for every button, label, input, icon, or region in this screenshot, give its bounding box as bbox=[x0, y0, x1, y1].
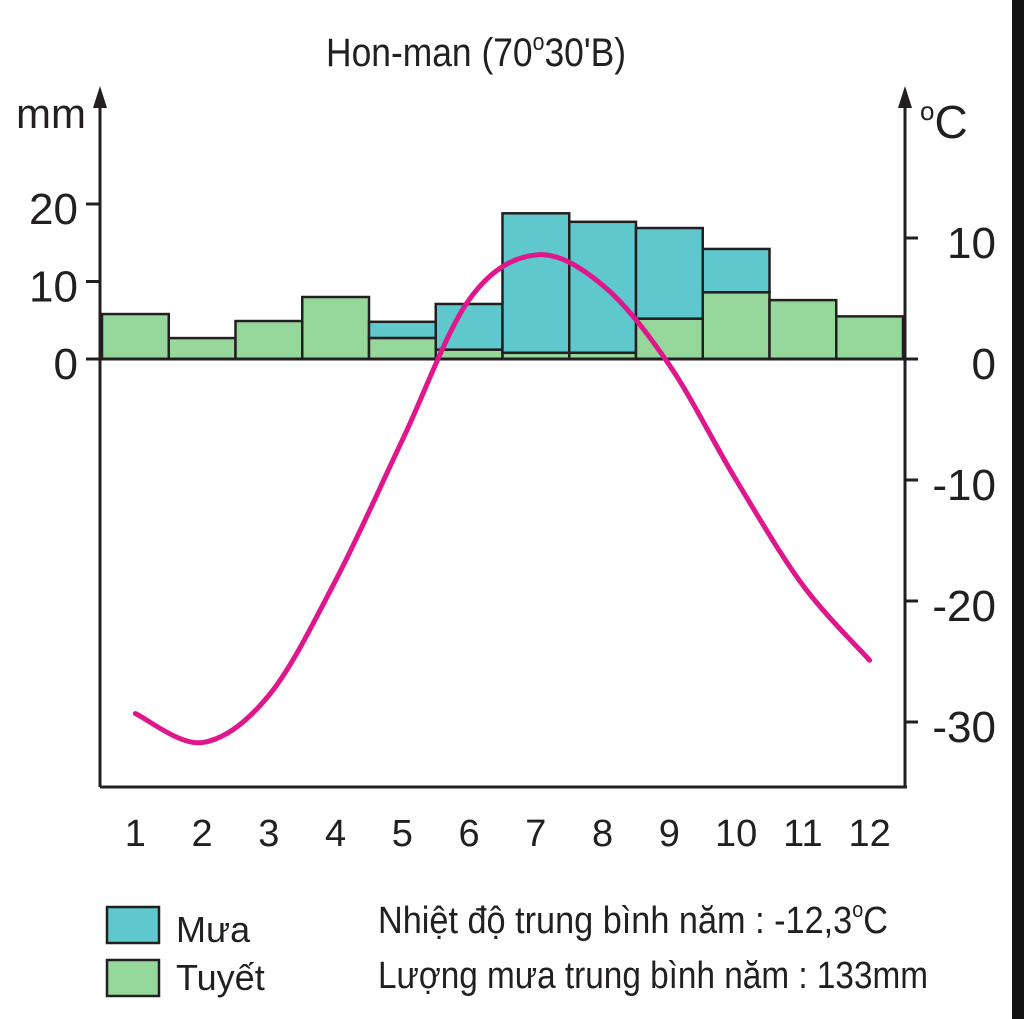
bar-rain-month-10 bbox=[701, 247, 771, 294]
bar-snow-month-10 bbox=[701, 291, 771, 361]
legend-swatch-snow bbox=[105, 958, 161, 998]
annual-temp-unit: C bbox=[863, 900, 888, 942]
left-tick-label: 0 bbox=[54, 340, 78, 389]
left-tick-label: 10 bbox=[29, 263, 78, 312]
right-tick-label: 10 bbox=[947, 219, 996, 268]
bar-snow-month-5 bbox=[367, 336, 437, 361]
bar-snow-month-3 bbox=[234, 319, 304, 361]
bar-snow-month-2 bbox=[167, 336, 237, 361]
x-tick-label: 10 bbox=[715, 813, 757, 855]
x-tick-label: 8 bbox=[592, 813, 613, 855]
annual-temp-text: Nhiệt độ trung bình năm : -12,3oC bbox=[378, 897, 888, 942]
bar-rain-month-5 bbox=[367, 320, 437, 340]
legend: Mưa Tuyết bbox=[105, 905, 265, 998]
axes bbox=[86, 86, 918, 789]
x-tick-label: 2 bbox=[192, 813, 213, 855]
x-tick-label: 3 bbox=[258, 813, 279, 855]
left-tick-label: 20 bbox=[29, 185, 78, 234]
left-axis-arrow-icon bbox=[93, 86, 107, 108]
x-tick-label: 7 bbox=[525, 813, 546, 855]
right-axis-arrow-icon bbox=[898, 86, 912, 108]
bar-snow-month-9 bbox=[634, 317, 704, 361]
bar-snow-month-12 bbox=[835, 315, 905, 361]
x-tick-label: 4 bbox=[325, 813, 346, 855]
bar-snow-month-4 bbox=[301, 295, 371, 361]
right-axis-label-sup: o bbox=[920, 96, 934, 126]
annual-temp-sup: o bbox=[852, 897, 863, 922]
right-tick-label: -30 bbox=[932, 703, 996, 752]
bar-group bbox=[100, 212, 905, 361]
x-tick-label: 11 bbox=[783, 813, 822, 855]
right-tick-label: -10 bbox=[932, 461, 996, 510]
bar-rain-month-9 bbox=[634, 226, 704, 320]
bar-rain-month-7 bbox=[501, 212, 571, 355]
annual-temp-value: Nhiệt độ trung bình năm : -12,3 bbox=[378, 900, 852, 942]
left-axis-label: mm bbox=[16, 90, 86, 137]
right-edge-border bbox=[1012, 0, 1024, 1019]
legend-label-snow: Tuyết bbox=[176, 957, 265, 998]
bar-snow-month-11 bbox=[768, 298, 838, 361]
right-tick-label: -20 bbox=[932, 582, 996, 631]
right-axis-label: oC bbox=[920, 96, 968, 148]
chart-title-sup: o bbox=[533, 29, 545, 56]
annual-rain-text: Lượng mưa trung bình năm : 133mm bbox=[378, 955, 928, 997]
chart-title-rest: 30'B) bbox=[544, 31, 626, 75]
legend-label-rain: Mưa bbox=[176, 909, 251, 950]
x-tick-label: 9 bbox=[659, 813, 680, 855]
x-tick-label: 5 bbox=[392, 813, 413, 855]
x-tick-label: 12 bbox=[848, 813, 890, 855]
right-tick-label: 0 bbox=[972, 340, 996, 389]
legend-swatch-rain bbox=[105, 905, 161, 945]
x-tick-label: 6 bbox=[459, 813, 480, 855]
x-tick-label: 1 bbox=[125, 813, 146, 855]
chart-title-name: Hon-man (70 bbox=[326, 31, 533, 75]
right-axis-label-unit: C bbox=[934, 96, 967, 148]
temperature-line bbox=[132, 252, 873, 746]
chart-title: Hon-man (70o30'B) bbox=[326, 29, 626, 75]
bar-snow-month-1 bbox=[100, 312, 170, 361]
